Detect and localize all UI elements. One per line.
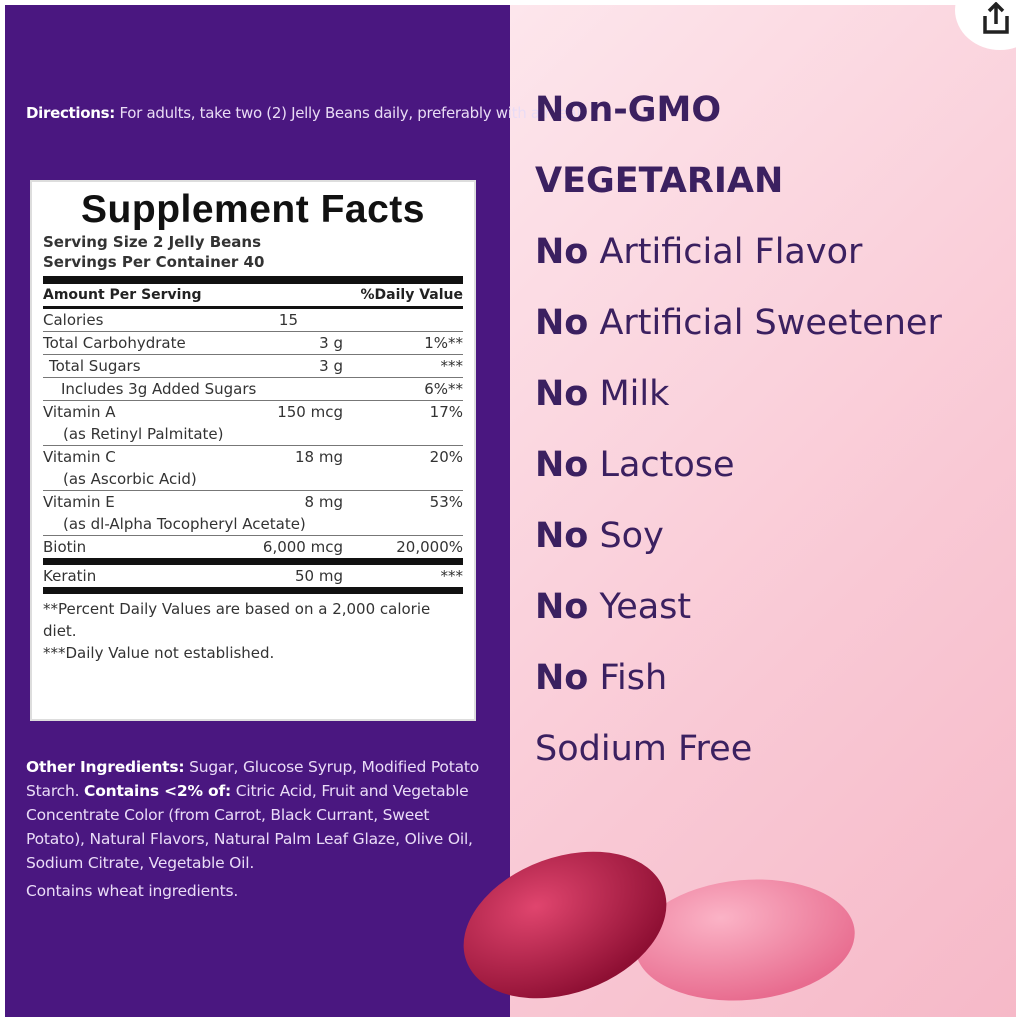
claim-item: No Artificial Sweetener xyxy=(535,301,942,372)
claim-bold: No xyxy=(535,232,589,272)
servings-per-container: Servings Per Container 40 xyxy=(43,253,265,271)
claim-text: Fish xyxy=(588,658,668,698)
nutrient-amount: 50 mg xyxy=(295,567,343,585)
footnote-1: **Percent Daily Values are based on a 2,… xyxy=(43,600,431,640)
nutrient-dv xyxy=(383,309,463,331)
other-text: Sugar, Glucose Syrup, Modified Potato St… xyxy=(26,758,480,800)
facts-row: Vitamin C (as Ascorbic Acid) 18 mg 20% xyxy=(43,446,463,491)
nutrient-amount: 18 mg xyxy=(295,448,343,466)
nutrient-amount: 150 mcg xyxy=(277,403,343,421)
claim-text: Artificial Sweetener xyxy=(588,303,942,343)
claim-text: Soy xyxy=(588,516,664,556)
divider xyxy=(43,276,463,284)
nutrient-amount: 3 g xyxy=(319,357,343,375)
facts-row: Vitamin A (as Retinyl Palmitate) 150 mcg 17… xyxy=(43,401,463,446)
claim-item: Non-GMO xyxy=(535,88,942,159)
light-jelly-bean xyxy=(635,879,855,1001)
claim-text: Sodium Free xyxy=(535,729,753,769)
claims-list: Non-GMO VEGETARIAN No Artificial Flavor No … xyxy=(535,88,942,798)
other-label: Other Ingredients: xyxy=(26,758,185,776)
other-ingredients: Other Ingredients: Sugar, Glucose Syrup,… xyxy=(26,755,486,903)
nutrient-name: Vitamin C xyxy=(43,448,116,466)
claim-item: VEGETARIAN xyxy=(535,159,942,230)
facts-header: Amount Per Serving %Daily Value xyxy=(43,284,463,309)
nutrient-name: Biotin xyxy=(43,538,87,556)
facts-row: Calories 15 xyxy=(43,309,463,332)
facts-row: Includes 3g Added Sugars 6%** xyxy=(43,378,463,401)
nutrient-amount: 15 xyxy=(278,311,298,329)
dark-jelly-bean xyxy=(463,851,667,999)
facts-row: Biotin 6,000 mcg 20,000% xyxy=(43,536,463,565)
facts-row: Keratin 50 mg *** xyxy=(43,565,463,594)
claim-item: Sodium Free xyxy=(535,727,942,798)
directions: Directions: For adults, take two (2) Jel… xyxy=(26,102,585,124)
claim-item: No Lactose xyxy=(535,443,942,514)
nutrient-dv: 20% xyxy=(429,448,463,466)
claim-item: No Yeast xyxy=(535,585,942,656)
supplement-facts-table: Supplement Facts Serving Size 2 Jelly Be… xyxy=(30,180,476,721)
nutrient-name: Vitamin E xyxy=(43,493,115,511)
nutrient-name: Includes 3g Added Sugars xyxy=(61,380,257,398)
claim-bold: No xyxy=(535,303,589,343)
facts-title: Supplement Facts xyxy=(81,188,425,231)
wheat-notice: Contains wheat ingredients. xyxy=(26,882,239,900)
claim-text: Yeast xyxy=(588,587,692,627)
nutrient-dv: *** xyxy=(440,357,464,375)
contains-text: Citric Acid, Fruit and Vegetable Concent… xyxy=(26,782,473,872)
directions-text: For adults, take two (2) Jelly Beans dai… xyxy=(114,104,585,122)
nutrient-name: Vitamin A xyxy=(43,403,116,421)
claim-bold: No xyxy=(535,516,589,556)
nutrient-name: Total Carbohydrate xyxy=(43,334,186,352)
nutrient-dv: 1%** xyxy=(424,334,463,352)
nutrient-dv: 17% xyxy=(429,403,463,421)
nutrient-amount: 8 mg xyxy=(304,493,343,511)
nutrient-name: Keratin xyxy=(43,567,97,585)
claim-item: No Milk xyxy=(535,372,942,443)
share-icon xyxy=(983,2,1009,34)
claims-panel xyxy=(510,5,1016,1017)
claim-bold: No xyxy=(535,445,589,485)
nutrient-source: (as Retinyl Palmitate) xyxy=(63,425,224,443)
directions-label: Directions: xyxy=(26,104,115,122)
facts-row: Total Sugars 3 g *** xyxy=(43,355,463,378)
facts-row: Total Carbohydrate 3 g 1%** xyxy=(43,332,463,355)
nutrient-dv: 6%** xyxy=(424,380,463,398)
nutrient-source: (as dl-Alpha Tocopheryl Acetate) xyxy=(63,515,306,533)
claim-bold: VEGETARIAN xyxy=(535,161,784,201)
serving-size: Serving Size 2 Jelly Beans xyxy=(43,233,262,251)
claim-bold: No xyxy=(535,374,589,414)
facts-row: Vitamin E (as dl-Alpha Tocopheryl Acetate… xyxy=(43,491,463,536)
jelly-beans-image xyxy=(463,851,855,1001)
nutrient-dv: 53% xyxy=(429,493,463,511)
nutrient-dv: 20,000% xyxy=(396,538,463,556)
footnote-2: ***Daily Value not established. xyxy=(43,644,275,662)
nutrient-source: (as Ascorbic Acid) xyxy=(63,470,197,488)
claim-bold: Non-GMO xyxy=(535,90,722,130)
claim-item: No Fish xyxy=(535,656,942,727)
nutrient-name: Calories xyxy=(43,311,104,329)
nutrient-name: Total Sugars xyxy=(49,357,141,375)
claim-item: No Artificial Flavor xyxy=(535,230,942,301)
claim-text: Artificial Flavor xyxy=(588,232,863,272)
claim-item: No Soy xyxy=(535,514,942,585)
contains-label: Contains <2% of: xyxy=(84,782,232,800)
claim-text: Lactose xyxy=(588,445,735,485)
claim-bold: No xyxy=(535,658,589,698)
header-dv: %Daily Value xyxy=(360,287,463,303)
nutrient-dv: *** xyxy=(440,567,464,585)
nutrient-amount: 3 g xyxy=(319,334,343,352)
claim-bold: No xyxy=(535,587,589,627)
claim-text: Milk xyxy=(588,374,670,414)
nutrient-amount: 6,000 mcg xyxy=(262,538,343,556)
header-amount: Amount Per Serving xyxy=(43,287,202,303)
